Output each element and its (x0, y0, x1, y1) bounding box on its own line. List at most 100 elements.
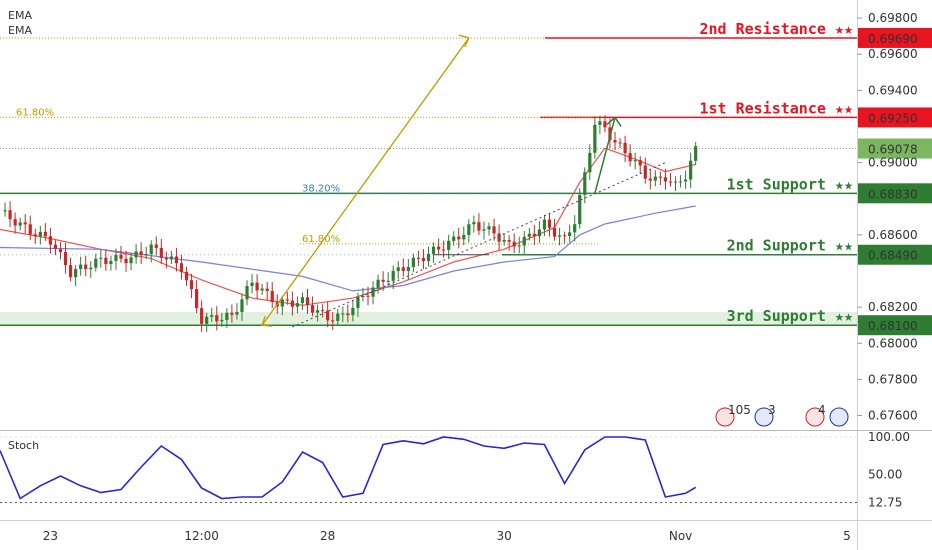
au-flag-icon[interactable] (754, 407, 774, 427)
level-label-5: 3rd Support ★★ (727, 307, 853, 325)
candle-body (33, 234, 37, 237)
fib-label-3: 61.80% (302, 234, 340, 245)
projection-arrow-head (606, 116, 622, 127)
candle-body (245, 285, 249, 300)
candle-body (694, 146, 698, 161)
candle-body (331, 320, 335, 322)
candle-body (200, 308, 204, 324)
candle-body (537, 229, 542, 237)
candle-body (638, 160, 642, 166)
candle-body (205, 316, 209, 324)
candle-body (114, 254, 118, 261)
candle-body (321, 310, 325, 312)
y-tick-label-0: 0.69800 (868, 11, 918, 25)
x-tick-label-4: Nov (669, 529, 692, 543)
au-flag-icon-2[interactable] (829, 407, 849, 427)
candle-body (477, 222, 481, 231)
indicator-label-ema-1: EMA (8, 9, 32, 22)
candle-body (668, 181, 673, 183)
candle-body (109, 260, 113, 264)
candle-body (593, 124, 597, 153)
event-badges[interactable]: 105 3 4 (715, 403, 849, 427)
candle-body (467, 224, 471, 236)
fib-label-1: 61.80% (16, 107, 54, 118)
y-tick-label-13: 0.67600 (868, 409, 918, 423)
candle-body (351, 307, 355, 316)
stoch-tick-label-1: 50.00 (868, 468, 902, 482)
stoch-tick-label-0: 100.00 (868, 430, 910, 444)
us-flag-icon-2[interactable] (805, 407, 825, 427)
candle-body (280, 299, 284, 307)
candle-body (179, 263, 184, 272)
candle-body (376, 279, 380, 288)
candle-body (568, 232, 572, 237)
candle-body (124, 258, 128, 264)
candle-body (507, 239, 511, 242)
level-label-1: 2nd Resistance ★★ (699, 20, 853, 38)
candle-body (310, 305, 315, 313)
candle-body (250, 282, 254, 286)
candle-body (53, 244, 58, 250)
candle-body (3, 210, 7, 212)
y-tick-label-2: 0.69400 (868, 83, 918, 97)
stoch-tick-label-2: 12.75 (868, 495, 902, 509)
candle-body (527, 233, 531, 237)
candle-body (452, 236, 456, 241)
y-tick-label-12: 0.67800 (868, 372, 918, 386)
candle-body (497, 233, 501, 242)
candle-body (119, 254, 123, 259)
candle-body (139, 251, 143, 256)
fib-label-2: 38.20% (302, 183, 340, 194)
candle-body (532, 233, 536, 237)
candle-body (386, 280, 390, 282)
fib-projection-arrow (261, 37, 470, 326)
candle-body (356, 296, 360, 308)
level-price-tag-1 (858, 27, 932, 48)
candle-body (285, 299, 289, 301)
candle-body (653, 176, 657, 181)
fib-arrow-head-top (458, 34, 470, 48)
candle-body (240, 299, 244, 313)
candle-body (89, 267, 93, 270)
candle-body (169, 256, 173, 260)
candle-body (38, 231, 42, 237)
x-tick-label-0: 23 (43, 529, 58, 543)
candle-body (436, 246, 441, 250)
candle-body (391, 270, 395, 281)
candle-body (58, 249, 63, 253)
level-label-4: 2nd Support ★★ (727, 237, 853, 255)
candle-body (628, 153, 632, 162)
candle-body (94, 258, 98, 268)
ascending-trendline (292, 162, 666, 328)
candle-body (684, 179, 688, 182)
candle-body (542, 219, 547, 230)
ema-fast-line (0, 147, 696, 306)
candle-body (522, 236, 526, 246)
y-tick-label-7: 0.68600 (868, 228, 918, 242)
candle-body (598, 121, 602, 125)
candle-body (406, 266, 410, 271)
ema-slow-line (0, 205, 696, 292)
candle-body (673, 181, 678, 183)
candle-body (159, 247, 163, 258)
candle-body (482, 229, 486, 231)
us-flag-icon[interactable] (715, 407, 735, 427)
candle-body (129, 257, 133, 264)
candle-body (487, 226, 491, 230)
candle-body (588, 152, 592, 173)
y-tick-label-9: 0.68200 (868, 300, 918, 314)
candle-body (416, 257, 421, 259)
badge-count-au: 3 (768, 403, 776, 417)
level-price-4: 0.68490 (868, 249, 918, 263)
candle-body (431, 246, 436, 254)
level-price-1: 0.69690 (868, 32, 918, 46)
candle-body (613, 140, 617, 143)
candle-body (341, 313, 345, 315)
candle-body (326, 310, 330, 321)
candle-body (230, 312, 234, 315)
candle-body (512, 241, 516, 247)
candle-body (442, 249, 446, 251)
level-price-5: 0.68100 (868, 319, 918, 333)
candle-body (346, 313, 350, 316)
